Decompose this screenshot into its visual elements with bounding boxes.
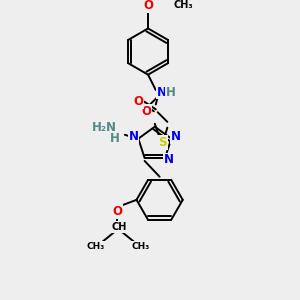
Text: CH₃: CH₃ <box>87 242 105 250</box>
Text: O: O <box>134 95 143 108</box>
Text: O: O <box>112 205 122 218</box>
Text: H: H <box>110 132 120 145</box>
Text: CH₃: CH₃ <box>173 0 193 10</box>
Text: N: N <box>128 130 139 143</box>
Text: H₂N: H₂N <box>92 121 117 134</box>
Text: N: N <box>164 154 174 166</box>
Text: O: O <box>141 105 151 118</box>
Text: CH: CH <box>112 222 127 232</box>
Text: S: S <box>158 136 167 148</box>
Text: CH₃: CH₃ <box>131 242 149 250</box>
Text: N: N <box>157 85 166 98</box>
Text: O: O <box>143 0 153 12</box>
Text: H: H <box>166 85 176 98</box>
Text: N: N <box>171 130 181 143</box>
